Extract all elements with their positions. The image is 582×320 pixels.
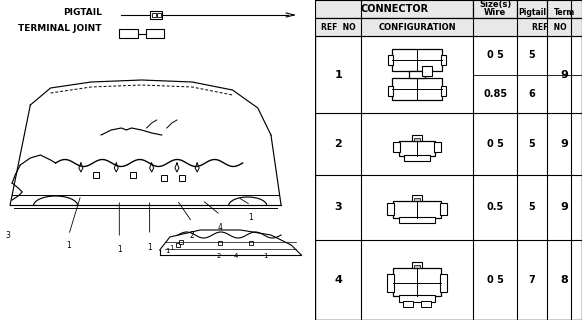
Bar [161, 175, 167, 181]
Text: 7: 7 [528, 275, 535, 285]
Bar [150, 11, 162, 19]
Text: CONFIGURATION: CONFIGURATION [378, 22, 456, 31]
Bar [130, 172, 137, 178]
Bar [176, 243, 180, 247]
Bar [434, 142, 441, 152]
Text: PIGTAIL: PIGTAIL [63, 8, 102, 17]
Text: 8: 8 [560, 275, 569, 285]
Text: 6: 6 [528, 89, 535, 99]
Bar [414, 265, 420, 268]
Text: Wire: Wire [484, 8, 506, 17]
Bar [388, 203, 395, 214]
Bar [388, 85, 393, 95]
Text: 3: 3 [335, 203, 342, 212]
Text: 2: 2 [190, 230, 194, 239]
Bar [179, 175, 185, 181]
Text: 4: 4 [335, 275, 342, 285]
Bar [393, 142, 400, 152]
Text: 3: 3 [6, 230, 10, 239]
Bar [414, 197, 420, 201]
Bar [93, 172, 99, 178]
Bar [393, 268, 441, 296]
Bar [392, 77, 442, 100]
Text: TERMINAL JOINT: TERMINAL JOINT [18, 24, 102, 33]
Bar [441, 54, 446, 65]
Bar [441, 85, 446, 95]
Bar [315, 18, 582, 36]
Bar [412, 262, 423, 268]
Bar [440, 203, 447, 214]
Bar [414, 138, 420, 141]
Bar [179, 240, 183, 244]
Bar [392, 49, 442, 70]
Bar [412, 195, 423, 201]
Text: 1: 1 [147, 244, 152, 252]
Text: Term: Term [554, 8, 575, 18]
Text: 9: 9 [560, 139, 569, 149]
Text: REF  NO: REF NO [533, 22, 567, 31]
Bar [388, 274, 395, 292]
Text: 0 5: 0 5 [487, 275, 503, 285]
Text: 1: 1 [264, 253, 268, 259]
Text: 0.85: 0.85 [483, 89, 507, 99]
Bar [421, 301, 431, 307]
Bar [393, 201, 441, 218]
Text: 5: 5 [528, 51, 535, 60]
Text: 2: 2 [216, 253, 221, 259]
Text: 5: 5 [528, 203, 535, 212]
Bar [157, 13, 161, 17]
Bar [547, 0, 582, 18]
Bar [423, 66, 432, 76]
Text: 4: 4 [233, 253, 238, 259]
Text: 1: 1 [166, 248, 170, 254]
Bar [218, 241, 222, 245]
Text: 0 5: 0 5 [487, 139, 503, 149]
Bar [409, 70, 425, 77]
Bar [412, 135, 423, 141]
Bar [388, 54, 393, 65]
Text: 1: 1 [335, 69, 342, 79]
Bar [404, 155, 430, 161]
Text: 1: 1 [117, 245, 122, 254]
Text: 9: 9 [560, 69, 569, 79]
Bar [403, 301, 413, 307]
Bar [119, 29, 137, 38]
Text: 1: 1 [66, 241, 71, 250]
Bar [315, 0, 473, 18]
Text: 0.5: 0.5 [487, 203, 504, 212]
Text: 5: 5 [528, 139, 535, 149]
Text: 4: 4 [218, 223, 223, 233]
Text: 9: 9 [560, 203, 569, 212]
Text: 1: 1 [249, 213, 253, 222]
Bar [399, 295, 435, 302]
Bar [399, 141, 435, 156]
Text: 0 5: 0 5 [487, 51, 503, 60]
Bar [152, 13, 156, 17]
Bar [146, 29, 164, 38]
Text: 2: 2 [335, 139, 342, 149]
Bar [517, 0, 547, 18]
Text: CONNECTOR: CONNECTOR [360, 4, 428, 14]
Text: Size(s): Size(s) [479, 0, 511, 9]
Text: Pigtail: Pigtail [518, 8, 546, 18]
Bar [249, 241, 253, 245]
Bar [399, 217, 435, 222]
Bar [473, 0, 517, 18]
Bar [440, 274, 447, 292]
Text: 1: 1 [169, 245, 174, 251]
Text: REF  NO: REF NO [321, 22, 356, 31]
